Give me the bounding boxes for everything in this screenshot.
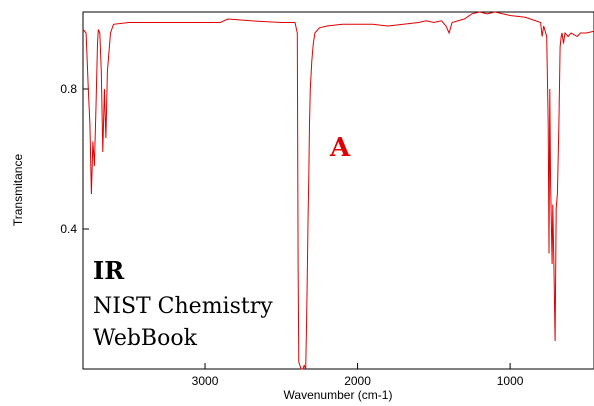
x-tick-label: 2000 — [344, 374, 371, 388]
axis-ticks — [83, 88, 511, 369]
ir-title-label: IR — [93, 256, 125, 285]
y-tick-label: 0.4 — [60, 222, 77, 236]
y-tick-label: 0.8 — [60, 82, 77, 96]
series-line — [82, 11, 594, 370]
x-tick-label: 1000 — [497, 374, 524, 388]
x-axis-label: Wavenumber (cm-1) — [284, 388, 393, 402]
y-axis-label: Transmitance — [11, 154, 25, 227]
x-tick-label: 3000 — [192, 374, 219, 388]
axis-tick-labels: 3000 2000 1000 0.4 0.8 — [60, 82, 523, 388]
peak-annotation-label: A — [329, 133, 351, 163]
source-label-line1: NIST Chemistry — [93, 294, 273, 319]
source-label-line2: WebBook — [93, 326, 198, 351]
plot-frame — [82, 11, 594, 370]
